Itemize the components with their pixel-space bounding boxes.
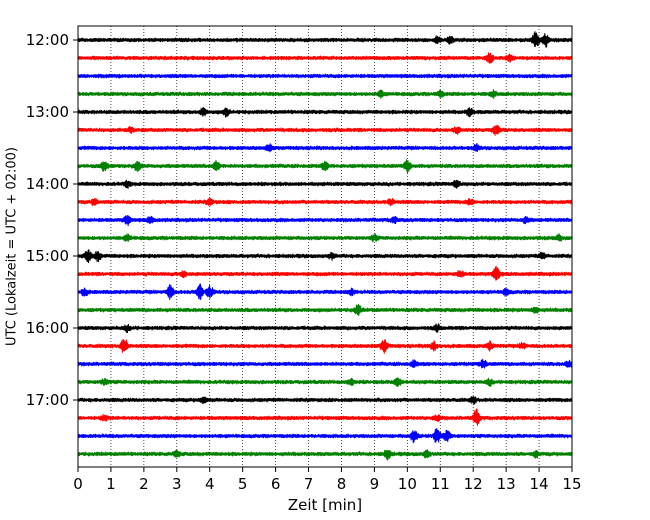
trace-1645 [77,377,573,388]
y-axis-label: UTC (Lokalzeit = UTC + 02:00) [5,147,20,346]
x-tick-label: 2 [139,475,149,493]
y-tick-label: 16:00 [26,319,69,337]
y-tick-label: 15:00 [26,247,69,265]
trace-1330 [77,143,573,153]
y-tick-label: 14:00 [26,175,69,193]
y-axis-ticks: 12:00 13:00 14:00 15:00 16:00 17:00 [26,31,78,409]
y-tick-label: 13:00 [26,103,69,121]
y-tick-label: 12:00 [26,31,69,49]
x-axis-ticks: 0 1 2 3 4 5 6 7 8 9 10 11 12 13 14 15 [73,467,582,493]
x-tick-label: 8 [337,475,347,493]
plot-frame [77,25,573,468]
seismic-traces [77,31,573,461]
trace-1230 [77,73,573,79]
x-tick-label: 15 [562,475,581,493]
trace-1715 [77,408,573,426]
trace-1515 [77,265,573,281]
trace-1245 [77,89,573,99]
trace-1530 [77,283,573,300]
trace-1430 [77,215,573,227]
trace-1415 [77,197,573,207]
x-axis-label: Zeit [min] [288,496,362,514]
x-tick-label: 12 [464,475,483,493]
x-tick-label: 1 [106,475,116,493]
trace-1315 [77,124,573,136]
x-tick-label: 14 [530,475,549,493]
x-tick-label: 5 [238,475,248,493]
trace-1400 [77,179,573,189]
x-tick-label: 13 [497,475,516,493]
trace-1600 [77,323,573,334]
trace-1300 [77,106,573,118]
trace-1615 [77,339,573,354]
trace-1730 [77,428,573,444]
trace-1345 [77,159,573,174]
trace-1215 [77,52,573,64]
x-tick-label: 0 [73,475,83,493]
trace-1745 [77,449,573,461]
trace-1700 [77,396,573,405]
x-tick-label: 3 [172,475,182,493]
x-tick-label: 10 [398,475,417,493]
x-tick-label: 7 [304,475,314,493]
x-tick-label: 9 [370,475,380,493]
trace-1200 [77,31,573,48]
x-tick-label: 6 [271,475,281,493]
trace-1445 [77,233,573,243]
x-tick-label: 4 [205,475,215,493]
y-tick-label: 17:00 [26,391,69,409]
trace-1500 [77,249,573,264]
trace-1545 [77,303,573,316]
x-tick-label: 11 [431,475,450,493]
trace-1630 [77,358,573,369]
